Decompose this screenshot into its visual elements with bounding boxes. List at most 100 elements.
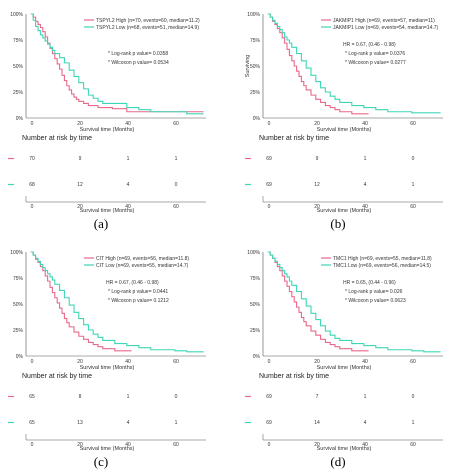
- x-tick-label: 40: [362, 359, 368, 365]
- risk-time-tick: 40: [125, 442, 131, 448]
- y-tick-label: 75%: [13, 38, 24, 44]
- y-tick-label: 0%: [16, 116, 24, 122]
- km-curve-low: [30, 251, 204, 353]
- logrank-pvalue-text: * Log-rank p value= 0.0358: [108, 51, 168, 57]
- risk-time-tick: 40: [125, 204, 131, 210]
- x-axis-label: Survival time (Months): [80, 127, 135, 133]
- panel-label: (d): [330, 454, 345, 469]
- x-tick-label: 0: [31, 121, 34, 127]
- risk-count: 1: [175, 420, 178, 426]
- legend-entry: CIT Low (n=69, events=55, median=14.7): [96, 263, 189, 269]
- y-tick-label: 100%: [10, 250, 23, 256]
- km-curve-low: [267, 13, 441, 114]
- y-tick-label: 100%: [247, 12, 260, 18]
- risk-count: 14: [314, 420, 320, 426]
- y-tick-label: 75%: [250, 276, 261, 282]
- risk-count: 9: [316, 156, 319, 162]
- y-tick-label: 50%: [13, 302, 24, 308]
- risk-time-tick: 20: [77, 204, 83, 210]
- risk-count: 69: [266, 394, 272, 400]
- risk-time-tick: 60: [410, 442, 416, 448]
- x-tick-label: 40: [125, 359, 131, 365]
- risk-x-axis-label: Survival time (Months): [80, 446, 135, 452]
- risk-count: 12: [314, 182, 320, 188]
- risk-count: 12: [77, 182, 83, 188]
- risk-count: 4: [127, 182, 130, 188]
- risk-x-axis-label: Survival time (Months): [317, 446, 372, 452]
- panel-label: (c): [94, 454, 108, 469]
- risk-count: 8: [79, 394, 82, 400]
- km-curve-low: [30, 13, 204, 115]
- legend-entry: JAKMIP1 High (n=69, events=57, median=11…: [333, 18, 435, 24]
- risk-time-tick: 60: [410, 204, 416, 210]
- risk-time-tick: 0: [268, 442, 271, 448]
- risk-count: 69: [266, 156, 272, 162]
- y-tick-label: 50%: [13, 64, 24, 70]
- risk-count: 13: [77, 420, 83, 426]
- y-tick-label: 100%: [247, 250, 260, 256]
- x-tick-label: 60: [173, 121, 179, 127]
- legend-entry: JAKMIP1 Low (n=69, events=54, median=14.…: [333, 25, 439, 31]
- hazard-ratio-text: HR = 0.67, (0.46 - 0.98): [343, 42, 396, 48]
- km-curve-high: [30, 251, 132, 352]
- risk-count: 1: [175, 156, 178, 162]
- y-tick-label: 0%: [16, 354, 24, 360]
- wilcoxon-pvalue-text: * Wilcoxon p value= 0.0623: [345, 298, 406, 304]
- risk-x-axis-label: Survival time (Months): [80, 208, 135, 214]
- risk-count: 0: [175, 182, 178, 188]
- x-tick-label: 60: [173, 359, 179, 365]
- x-axis-label: Survival time (Months): [317, 365, 372, 371]
- risk-table-title: Number at risk by time: [22, 135, 92, 142]
- y-tick-label: 75%: [13, 276, 24, 282]
- x-tick-label: 60: [410, 359, 416, 365]
- legend-entry: TSPYL2 High (n=70, events=60, median=11.…: [96, 18, 200, 24]
- risk-count: 1: [412, 182, 415, 188]
- risk-count: 69: [266, 182, 272, 188]
- x-tick-label: 20: [314, 359, 320, 365]
- risk-table-title: Number at risk by time: [259, 373, 329, 380]
- y-tick-label: 0%: [253, 354, 261, 360]
- risk-count: 1: [412, 420, 415, 426]
- risk-count: 0: [175, 394, 178, 400]
- y-tick-label: 25%: [250, 90, 261, 96]
- risk-time-tick: 20: [314, 204, 320, 210]
- panel-label: (a): [94, 216, 108, 231]
- x-tick-label: 40: [362, 121, 368, 127]
- risk-time-tick: 60: [173, 442, 179, 448]
- panel-label: (b): [330, 216, 345, 231]
- x-tick-label: 60: [410, 121, 416, 127]
- x-tick-label: 0: [268, 359, 271, 365]
- x-tick-label: 20: [314, 121, 320, 127]
- x-tick-label: 40: [125, 121, 131, 127]
- risk-count: 9: [79, 156, 82, 162]
- x-axis-label: Survival time (Months): [317, 127, 372, 133]
- y-tick-label: 75%: [250, 38, 261, 44]
- risk-count: 0: [412, 156, 415, 162]
- risk-count: 65: [29, 420, 35, 426]
- hazard-ratio-text: HR = 0.65, (0.44 - 0.96): [343, 280, 396, 286]
- risk-count: 1: [364, 156, 367, 162]
- x-tick-label: 20: [77, 121, 83, 127]
- legend-entry: TMC1 High (n=69, events=55, median=11.8): [333, 256, 432, 262]
- risk-table-title: Number at risk by time: [259, 135, 329, 142]
- km-curve-high: [267, 251, 369, 352]
- y-tick-label: 25%: [13, 90, 24, 96]
- risk-count: 1: [364, 394, 367, 400]
- legend-entry: TMC1 Low (n=69, events=56, median=14.5): [333, 263, 431, 269]
- risk-count: 0: [412, 394, 415, 400]
- km-curve-high: [30, 13, 204, 113]
- km-curve-low: [267, 251, 441, 353]
- logrank-pvalue-text: * Log-rank p value= 0.0441: [108, 289, 168, 295]
- risk-x-axis-label: Survival time (Months): [317, 208, 372, 214]
- risk-count: 4: [127, 420, 130, 426]
- risk-time-tick: 20: [77, 442, 83, 448]
- legend-entry: CIT High (n=69, events=56, median=11.8): [96, 256, 189, 262]
- y-tick-label: 100%: [10, 12, 23, 18]
- x-tick-label: 20: [77, 359, 83, 365]
- risk-count: 1: [127, 394, 130, 400]
- x-tick-label: 0: [31, 359, 34, 365]
